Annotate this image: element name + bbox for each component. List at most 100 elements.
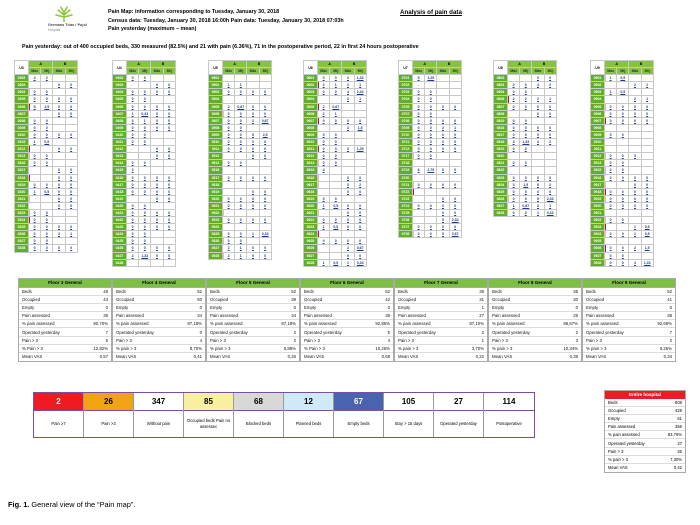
pain-cell-b[interactable]: 1 [64,230,78,239]
pain-cell-b[interactable]: 0 [162,223,176,232]
pain-cell-a[interactable]: 0 [424,152,438,161]
bed-number[interactable]: 0911 [590,145,605,154]
pain-cell-a[interactable]: 0 [329,194,343,203]
pain-cell-b[interactable]: 2,33 [543,194,557,203]
pain-cell-a[interactable]: 0 [424,180,438,189]
bed-row[interactable]: 0808..00 [493,109,557,118]
bed-number[interactable]: 0712 [398,145,413,154]
pain-cell-a[interactable]: . [411,159,426,168]
bed-row[interactable]: 0725..00 [398,208,462,218]
pain-cell-b[interactable]: 3 [341,123,355,132]
pain-cell-b[interactable]: 0 [150,109,164,118]
pain-cell-a[interactable]: 0 [221,145,236,154]
bed-number[interactable]: 0720 [398,173,413,182]
pain-cell-b[interactable]: . [640,130,654,140]
bed-row[interactable]: 0718.... [398,159,462,168]
pain-cell-a[interactable]: 4 [506,138,521,147]
pain-cell-a[interactable]: 0 [411,230,426,239]
pain-cell-a[interactable]: 0 [138,237,152,246]
bed-row[interactable]: 0501.... [208,74,272,83]
pain-cell-b[interactable]: . [150,138,164,147]
bed-number[interactable]: 0418 [112,187,127,196]
bed-row[interactable]: 0403..00 [112,81,176,90]
pain-cell-b[interactable]: . [162,166,176,175]
bed-row[interactable]: 0705 0 0 0 0 [398,102,462,111]
pain-cell-b[interactable]: . [628,251,642,260]
pain-cell-b[interactable]: . [258,223,272,232]
pain-cell-b[interactable]: 0,67 [353,244,367,253]
pain-cell-a[interactable]: . [329,123,343,132]
bed-row[interactable]: 0421 0 0 0 0 [112,208,176,218]
pain-cell-b[interactable]: 0 [150,173,164,182]
bed-number[interactable]: 0409 [112,123,127,132]
pain-cell-a[interactable]: 1 [138,116,152,125]
bed-number[interactable]: 0807 [493,102,508,111]
pain-cell-a[interactable]: 0 [27,116,42,125]
pain-cell-a[interactable]: . [221,187,236,196]
bed-row[interactable]: 0524.... [208,223,272,232]
pain-cell-b[interactable]: 0 [448,194,462,203]
pain-cell-a[interactable]: . [138,152,152,161]
bed-number[interactable]: 0508 [208,123,223,132]
pain-cell-a[interactable]: . [616,237,630,246]
pain-cell-a[interactable]: 0 [234,194,248,203]
pain-cell-a[interactable]: 0 [616,130,630,140]
pain-cell-a[interactable]: 0 [519,88,533,97]
pain-cell-b[interactable]: 0 [52,173,66,182]
pain-cell-b[interactable]: . [341,159,355,168]
pain-cell-b[interactable]: 3 [341,180,355,189]
pain-cell-a[interactable]: 0 [125,123,140,132]
pain-cell-a[interactable]: . [27,81,42,90]
pain-cell-b[interactable]: . [448,173,462,182]
bed-row[interactable]: 0803 0 0 4 2 [493,81,557,90]
pain-cell-a[interactable]: . [40,109,54,118]
pain-cell-a[interactable]: . [411,194,426,203]
bed-row[interactable]: 0702.... [398,81,462,90]
pain-cell-a[interactable]: 0 [506,102,521,111]
pain-cell-a[interactable]: 2 [125,251,140,260]
pain-cell-b[interactable]: 0 [52,145,66,154]
bed-row[interactable]: 0609 0 0 8 2,6 [303,130,367,140]
pain-cell-a[interactable]: 0 [411,116,426,125]
bed-number[interactable]: 0520 [208,194,223,203]
pain-cell-a[interactable]: 0 [316,194,331,203]
pain-cell-a[interactable]: 0 [40,223,54,232]
pain-cell-a[interactable]: 0 [424,102,438,111]
bed-row[interactable]: 0826 0 0 5 2,33 [493,194,557,203]
pain-cell-a[interactable]: 0 [616,173,630,182]
pain-cell-b[interactable]: . [258,180,272,189]
pain-cell-a[interactable]: 0 [125,95,140,104]
pain-cell-b[interactable]: . [64,152,78,161]
pain-cell-a[interactable]: 0 [329,88,343,97]
pain-cell-a[interactable]: 0 [506,88,521,97]
pain-cell-b[interactable]: 0 [436,145,450,154]
pain-cell-a[interactable]: 0 [316,74,331,83]
pain-cell-b[interactable]: 0 [246,187,260,196]
pain-cell-b[interactable]: 0 [436,208,450,218]
pain-cell-a[interactable]: 0 [27,152,42,161]
bed-number[interactable]: 0910 [590,138,605,147]
pain-cell-b[interactable]: . [150,74,164,83]
pain-cell-b[interactable]: . [150,201,164,210]
pain-cell-b[interactable]: . [640,208,654,218]
pain-cell-a[interactable]: 6 [411,166,426,175]
pain-cell-b[interactable]: 0 [543,109,557,118]
pain-cell-b[interactable]: . [353,230,367,239]
pain-cell-a[interactable]: 0 [316,152,331,161]
pain-cell-b[interactable]: 0 [341,223,355,232]
pain-cell-b[interactable]: . [640,251,654,260]
bed-number[interactable]: 0322 [14,201,29,210]
pain-cell-b[interactable]: 0 [258,251,272,260]
pain-cell-a[interactable]: 0 [424,201,438,210]
pain-cell-a[interactable]: 0 [424,138,438,147]
pain-cell-b[interactable]: . [258,123,272,132]
bed-number[interactable]: 0324 [14,216,29,225]
pain-cell-b[interactable]: 2,67 [448,230,462,239]
bed-number[interactable]: 0323 [14,208,29,218]
pain-cell-a[interactable]: 0 [27,88,42,97]
pain-cell-b[interactable]: 0 [436,130,450,140]
bed-number[interactable]: 0410 [112,130,127,140]
